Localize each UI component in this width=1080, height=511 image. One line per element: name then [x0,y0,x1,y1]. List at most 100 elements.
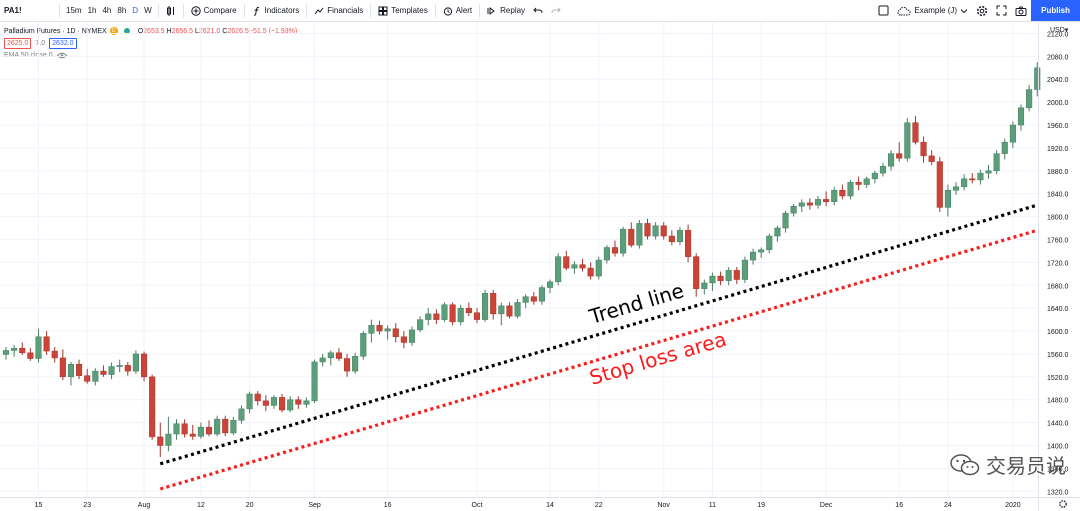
financials-button[interactable]: Financials [310,0,367,21]
candle-up [1009,121,1016,148]
candle-body [392,328,399,338]
publish-button[interactable]: Publish [1031,0,1080,21]
symbol-search[interactable]: PA1! [0,0,56,21]
expand-icon [996,5,1007,16]
candle-up [11,344,18,357]
candle-body [238,408,245,421]
interval-8h[interactable]: 8h [117,6,127,15]
replay-button[interactable]: Replay [483,0,529,21]
candle-body [368,325,375,334]
candle-up [327,350,334,366]
wechat-icon [950,453,980,475]
x-tick-label: 19 [757,502,765,509]
price-axis[interactable]: 1320.0 1360.0 1400.0 1440.0 1480.0 1520.0 1560… [1038,22,1069,511]
financials-icon [314,7,324,14]
toolbar-divider [243,3,245,18]
candle-body [335,352,342,359]
candle-body [749,251,757,261]
candle-body [2,350,10,355]
candle-down [51,347,58,363]
candle-up [522,294,529,309]
candle-body [831,190,838,202]
candle-up [758,247,765,258]
candle-body [782,212,789,229]
candle-down [928,150,935,166]
candle-down [587,262,594,280]
alert-button[interactable]: Alert [439,0,476,21]
candle-down [19,342,26,356]
fullscreen-expand-button[interactable] [992,0,1011,21]
candle-body [701,282,708,289]
high-label: H [166,27,172,35]
candle-body [433,313,440,320]
templates-button[interactable]: Templates [374,0,431,21]
compare-button[interactable]: Compare [187,0,241,21]
toolbar-divider [157,3,159,18]
x-tick-label: 23 [83,502,91,509]
candle-down [693,253,700,297]
candle-body [871,172,878,180]
watermark-text: 交易员说 [986,456,1066,478]
chart-type-button[interactable] [162,0,180,21]
ask-box[interactable]: 2632.0 [49,37,77,49]
candle-up [173,419,180,440]
x-tick-label: Aug [138,502,151,509]
settings-button[interactable] [972,0,992,21]
candle-up [538,285,545,305]
candle-body [668,235,675,243]
x-tick-label: 22 [595,502,603,509]
layout-button[interactable]: Example (J) [893,0,972,21]
candle-up [993,150,1000,175]
candle-body [287,399,294,411]
trend-line [159,203,1038,466]
candle-up [352,352,359,374]
candle-body [311,361,318,402]
undo-icon [533,7,543,13]
candle-body [408,329,416,343]
candle-body [441,304,448,320]
candle-down [279,393,286,413]
candle-body [246,393,253,410]
redo-button[interactable] [547,0,565,21]
chart-title: Palladium Futures · 1D · NYMEX [4,27,107,35]
ohlc-values: O2653.5 H2656.5 L2621.0 C2626.5 -51.5 (−… [138,28,297,35]
candle-body [417,319,424,331]
candle-up [904,118,911,162]
redo-icon [551,7,561,13]
candle-body [530,296,537,302]
bid-box[interactable]: 2625.0 [4,37,32,49]
candle-down [43,331,50,356]
camera-icon [1015,6,1027,16]
snapshot-button[interactable] [1011,0,1031,21]
fullscreen-button[interactable] [874,0,893,21]
candle-down [181,419,188,438]
candle-body [676,230,684,243]
candle-down [920,136,927,163]
alert-label: Alert [455,6,473,15]
candle-body [814,199,822,206]
candle-up [620,226,627,257]
x-tick-label: 20 [246,502,254,509]
interval-4h[interactable]: 4h [102,6,112,15]
candle-up [360,331,367,360]
candle-down [433,309,440,325]
candle-body [189,433,196,437]
interval-15m[interactable]: 15m [66,6,82,15]
time-axis[interactable]: 15 23 Aug 12 20 Sep 16 Oct 14 22 Nov 11 19 Dec 16 24 202… [0,497,1080,510]
toolbar-divider [479,3,481,18]
candle-body [985,170,992,174]
x-tick-label: 15 [35,502,43,509]
interval-1d[interactable]: D [132,6,139,15]
candle-body [319,357,326,363]
candle-body [165,433,172,446]
candle-body [977,172,984,181]
candle-body [132,353,139,372]
candle-body [124,365,131,372]
undo-button[interactable] [529,0,547,21]
candle-up [814,195,822,209]
interval-1w[interactable]: W [144,6,152,15]
candle-up [790,203,797,217]
indicators-button[interactable]: Indicators [248,0,304,21]
interval-1h[interactable]: 1h [87,6,97,15]
